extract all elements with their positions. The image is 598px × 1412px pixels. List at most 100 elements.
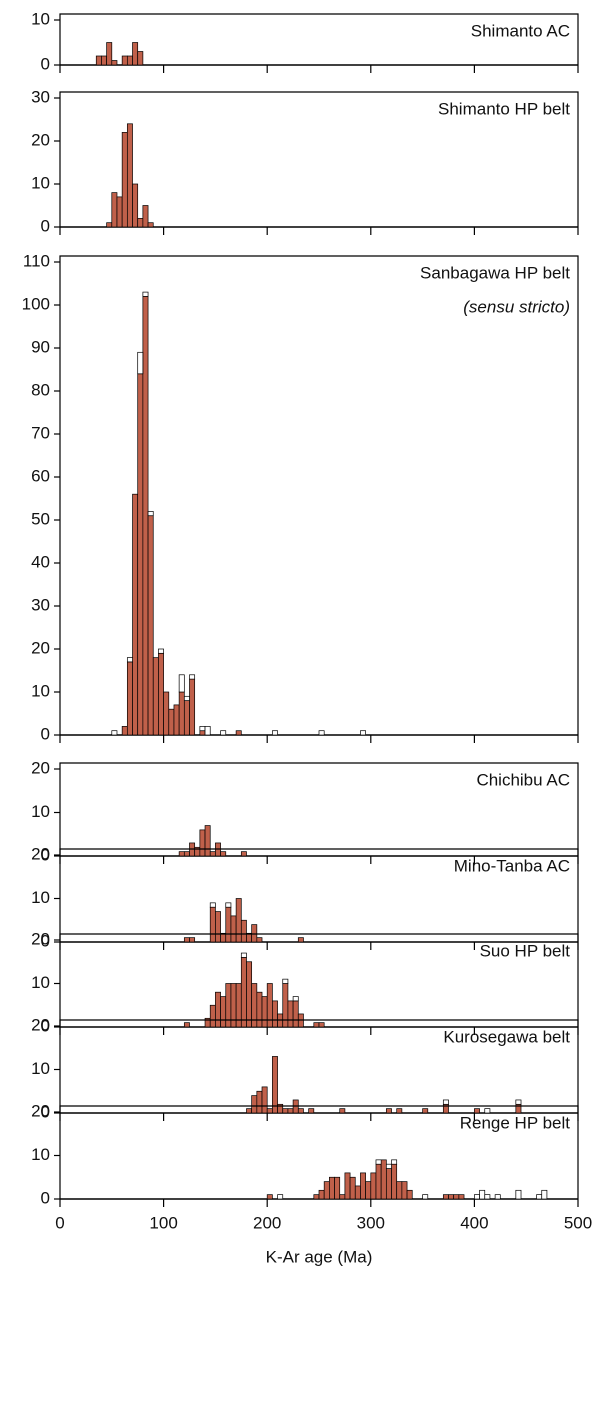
x-tick-label: 100 <box>149 1213 177 1232</box>
histogram-bar <box>137 351 144 375</box>
histogram-bar <box>204 726 211 736</box>
histogram-bar <box>453 1194 460 1200</box>
histogram-bar <box>401 1181 408 1200</box>
histogram-bar <box>308 1108 315 1114</box>
histogram-bar <box>484 1108 491 1114</box>
panel-title: Shimanto AC <box>471 21 570 40</box>
histogram-bar <box>220 932 227 943</box>
histogram-bar <box>370 1172 377 1200</box>
y-tick-label: 0 <box>41 54 50 73</box>
x-tick-label: 300 <box>357 1213 385 1232</box>
histogram-bar <box>215 911 221 943</box>
histogram-bar <box>220 851 227 857</box>
axes-frame <box>59 762 579 856</box>
x-tick-label: 0 <box>55 1213 64 1232</box>
histogram-bar <box>142 296 149 736</box>
y-tick-label: 10 <box>31 1145 50 1164</box>
y-tick-label: 100 <box>22 294 50 313</box>
histogram-bar <box>385 1108 392 1114</box>
histogram-bar <box>142 291 149 297</box>
histogram-bar <box>494 1194 501 1200</box>
histogram-bar <box>235 730 242 736</box>
y-tick-label: 70 <box>31 423 50 442</box>
panel-title: Chichibu AC <box>476 770 570 789</box>
histogram-bar <box>442 1099 449 1105</box>
x-tick-label: 400 <box>460 1213 488 1232</box>
y-tick-label: 0 <box>41 1102 50 1121</box>
histogram-bar <box>168 708 175 736</box>
y-tick-label: 40 <box>31 552 50 571</box>
axes-frame <box>59 91 579 227</box>
histogram-bar <box>272 1000 278 1028</box>
y-tick-label: 0 <box>41 724 50 743</box>
histogram-bar <box>121 132 128 228</box>
y-tick-label: 20 <box>31 638 50 657</box>
histogram-bar <box>121 726 128 736</box>
y-tick-label: 30 <box>31 87 50 106</box>
y-tick-label: 0 <box>41 1016 50 1035</box>
histogram-bar <box>385 1168 392 1200</box>
histogram-bar <box>266 1108 273 1114</box>
histogram-bar <box>360 730 366 736</box>
histogram-bar <box>375 1159 382 1165</box>
histogram-bar <box>189 674 196 680</box>
histogram-bar <box>126 123 133 228</box>
histogram-bar <box>199 726 206 732</box>
histogram-bar <box>329 1176 335 1200</box>
histogram-bar <box>132 183 139 228</box>
histogram-bar <box>137 218 144 228</box>
histogram-bar <box>261 996 268 1028</box>
axes-frame <box>59 933 579 1027</box>
y-tick-label: 10 <box>31 802 50 821</box>
histogram-bar <box>287 1108 294 1114</box>
histogram-bar <box>422 1194 429 1200</box>
histogram-bar <box>183 851 190 857</box>
histogram-bar <box>484 1194 491 1200</box>
y-tick-label: 20 <box>31 130 50 149</box>
y-tick-label: 110 <box>23 251 50 270</box>
histogram-bar <box>334 1176 341 1200</box>
histogram-bar <box>375 1163 382 1200</box>
y-tick-label: 30 <box>31 595 50 614</box>
histogram-bar <box>246 961 253 1028</box>
y-tick-label: 50 <box>31 509 50 528</box>
y-tick-label: 20 <box>31 929 50 948</box>
y-tick-label: 10 <box>31 888 50 907</box>
panel-title: Sanbagawa HP belt <box>420 263 570 282</box>
y-tick-label: 10 <box>31 1059 50 1078</box>
histogram-bar <box>173 704 180 736</box>
histogram-bar <box>256 991 263 1028</box>
histogram-bar <box>209 902 216 908</box>
histogram-bar <box>396 1181 403 1200</box>
y-tick-label: 60 <box>31 466 50 485</box>
panel-title: Mino-Tanba AC <box>454 856 570 875</box>
histogram-bar <box>536 1194 543 1200</box>
histogram-bar <box>132 493 139 736</box>
histogram-bar <box>541 1189 548 1200</box>
histogram-bar <box>251 924 258 943</box>
histogram-bar <box>111 192 118 228</box>
x-tick-label: 500 <box>564 1213 592 1232</box>
histogram-bar <box>297 1108 304 1114</box>
histogram-bar <box>132 42 139 66</box>
y-tick-label: 20 <box>31 1015 50 1034</box>
y-tick-label: 20 <box>31 1101 50 1120</box>
histogram-bar <box>209 851 216 857</box>
histogram-bar <box>313 1022 320 1028</box>
histogram-bar <box>396 1108 403 1114</box>
histogram-bar <box>318 730 325 736</box>
histogram-bar <box>111 730 118 736</box>
histogram-bar <box>240 851 247 857</box>
y-tick-label: 20 <box>31 758 50 777</box>
histogram-bar <box>380 1159 387 1200</box>
histogram-bar <box>292 1000 299 1028</box>
histogram-bar <box>204 825 211 857</box>
axes-frame <box>59 848 579 942</box>
histogram-bar <box>163 691 170 736</box>
panel-title: Suo HP belt <box>480 941 571 960</box>
histogram-bar <box>266 1194 273 1200</box>
histogram-bar <box>354 1185 361 1200</box>
histogram-bar <box>178 691 185 736</box>
histogram-bar <box>391 1159 398 1165</box>
